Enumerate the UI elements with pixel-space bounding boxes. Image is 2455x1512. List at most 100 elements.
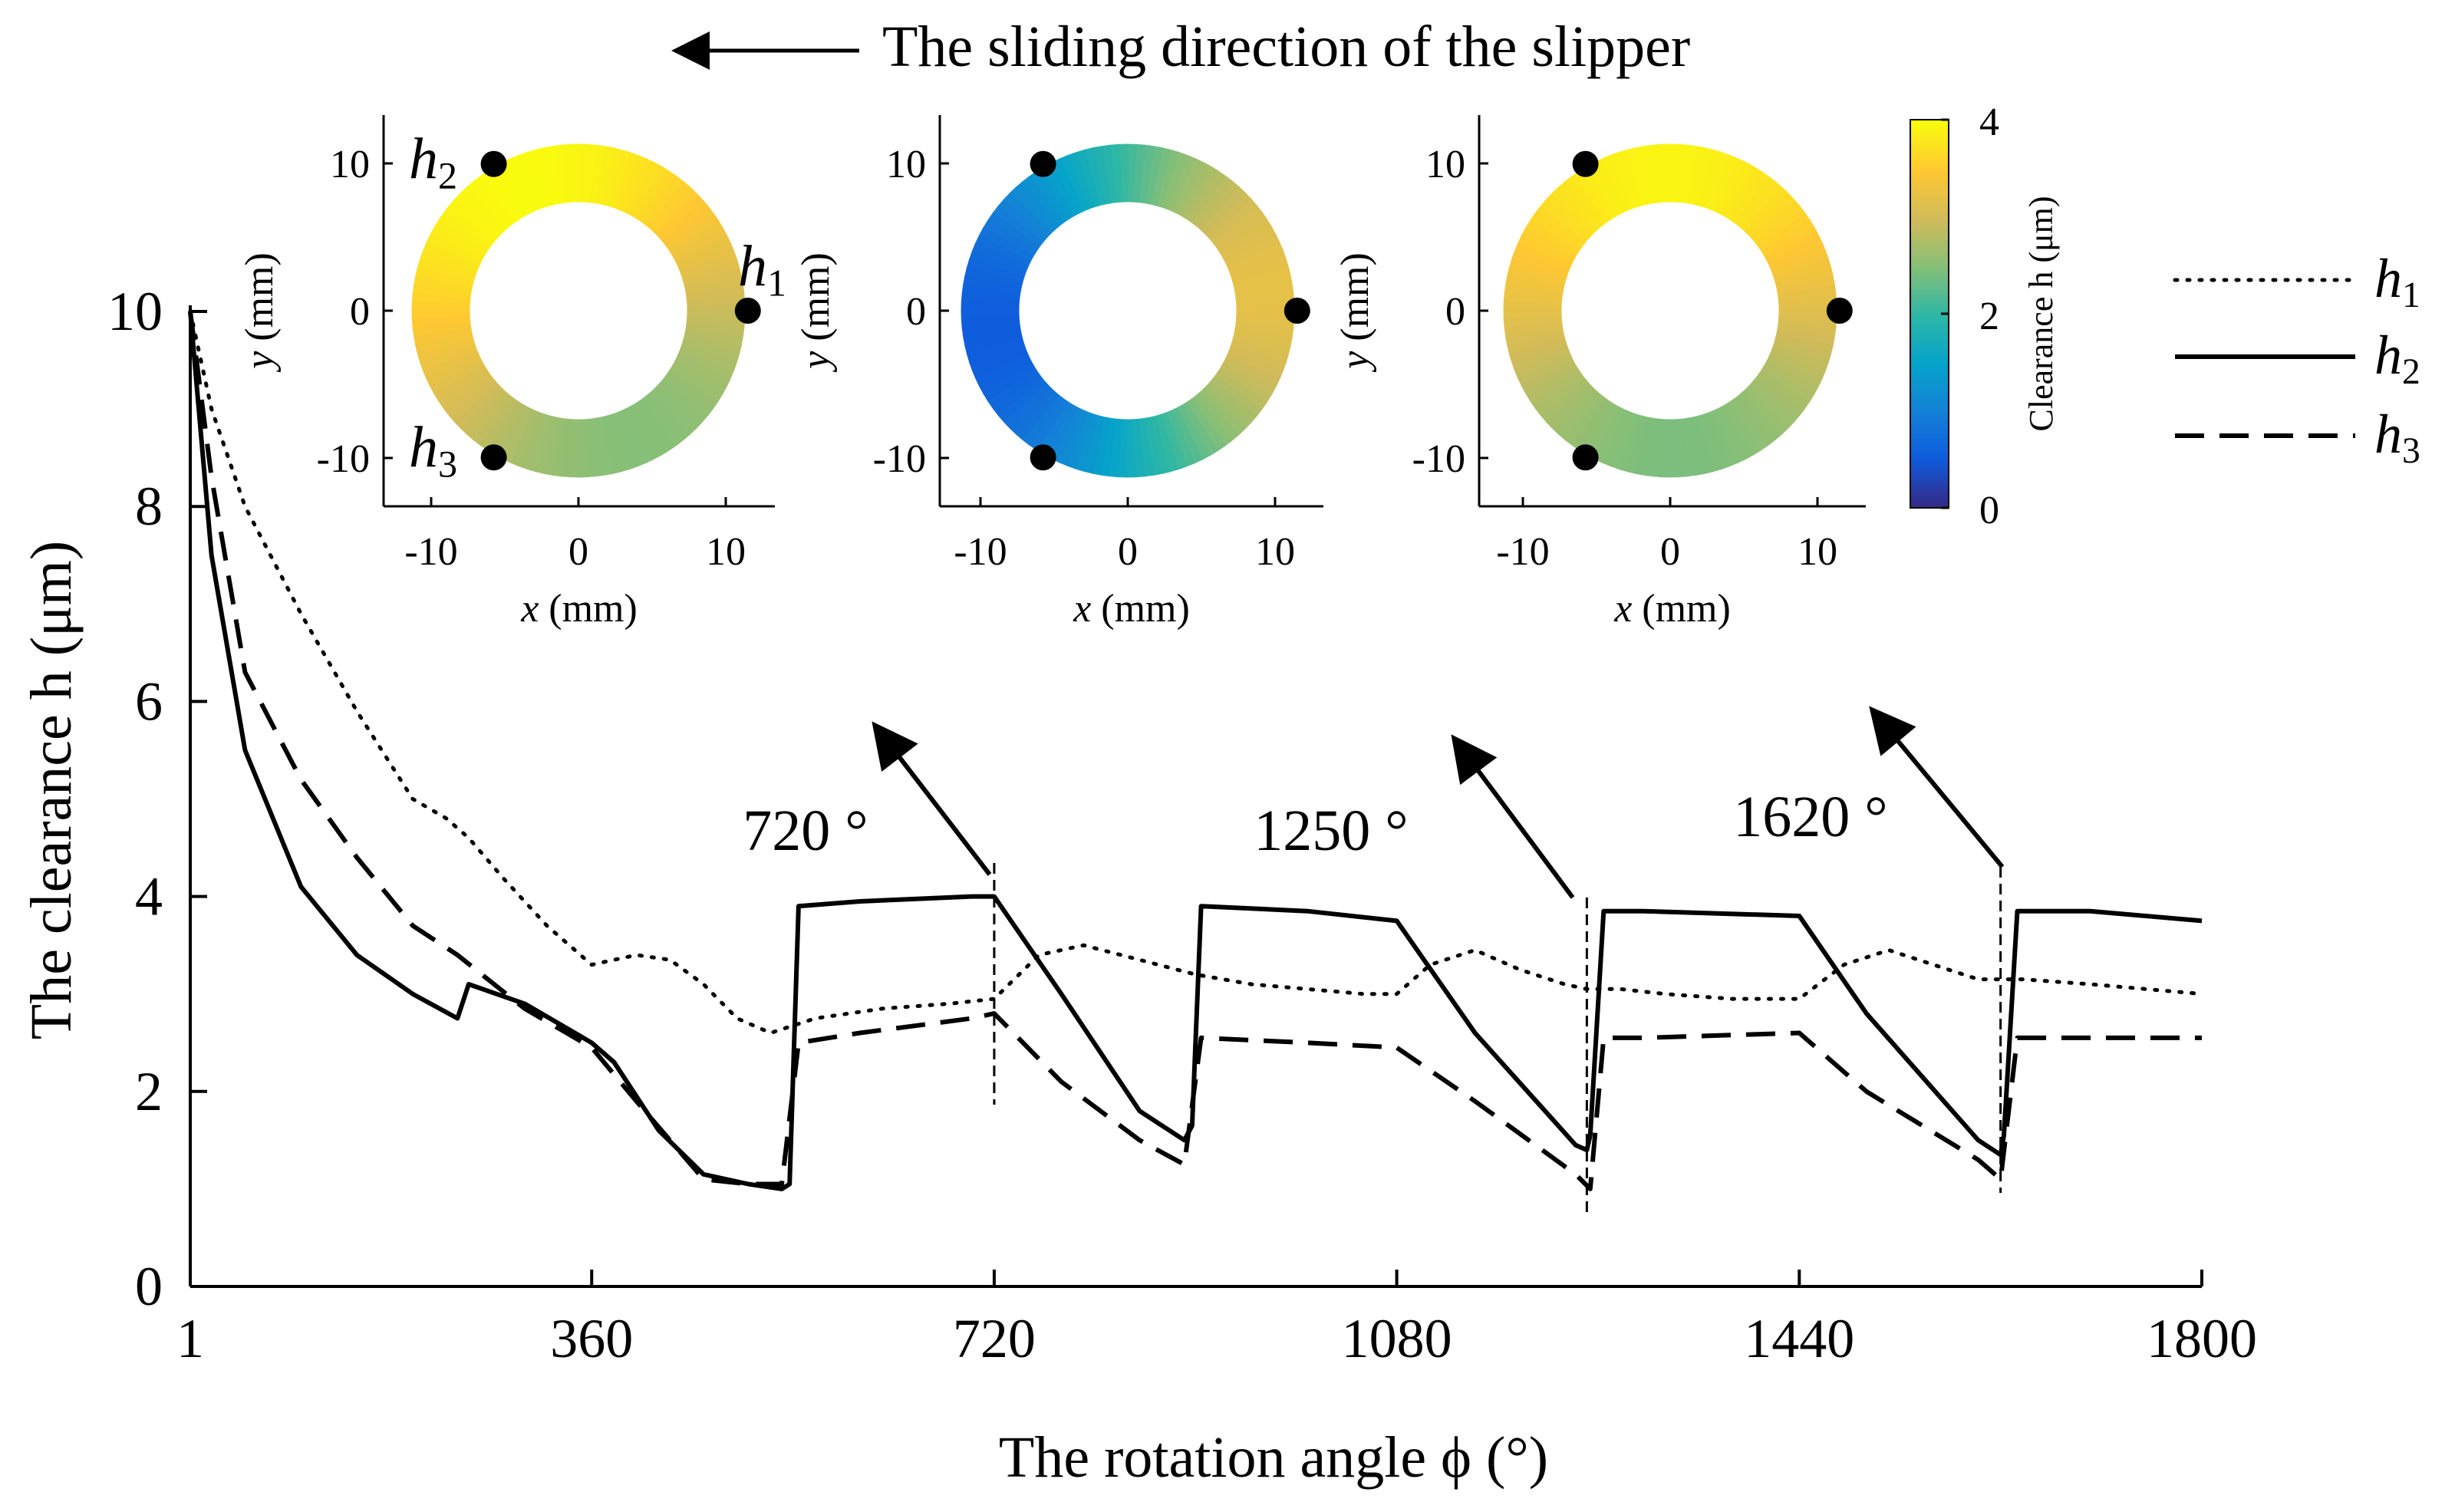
- inset-y-tick-label: -10: [317, 437, 370, 481]
- inset-x-tick-label: 10: [706, 530, 746, 574]
- inset-x-axis-variable: x: [1613, 587, 1632, 631]
- series-h2-line: [188, 311, 2203, 1191]
- colorbar-swatch: [1910, 407, 1949, 412]
- inset-x-tick-label: -10: [954, 530, 1007, 574]
- callout-arrow: [872, 721, 992, 876]
- callout-arrow: [1869, 706, 2005, 868]
- colorbar-swatch: [1910, 384, 1949, 389]
- y-tick-label: 6: [135, 670, 163, 732]
- colorbar-swatch: [1910, 399, 1949, 404]
- callout-arrow: [1451, 734, 1575, 899]
- colorbar: 0 2 4 Clearance h (μm): [1910, 100, 2060, 532]
- inset-x-axis-label: x (mm): [520, 587, 638, 631]
- inset-x-axis-unit: (mm): [1091, 587, 1190, 631]
- colorbar-swatch: [1910, 209, 1949, 214]
- colorbar-swatch: [1910, 446, 1949, 451]
- colorbar-swatch: [1910, 410, 1949, 416]
- colorbar-swatch: [1910, 325, 1949, 331]
- colorbar-swatch: [1910, 484, 1949, 489]
- colorbar-swatch: [1910, 252, 1949, 257]
- colorbar-swatch: [1910, 465, 1949, 470]
- colorbar-swatch: [1910, 239, 1949, 245]
- x-tick-label: 360: [550, 1308, 633, 1369]
- inset-y-tick-label: 10: [1425, 143, 1465, 186]
- inset-x-tick-label: 10: [1255, 530, 1295, 574]
- colorbar-swatch: [1910, 286, 1949, 292]
- colorbar-swatch: [1910, 124, 1949, 129]
- marker-point-h3: [480, 444, 507, 471]
- colorbar-swatch: [1910, 247, 1949, 253]
- inset-y-tick-label: 10: [330, 143, 370, 186]
- inset-x-tick-label: -10: [404, 530, 457, 574]
- colorbar-swatch: [1910, 318, 1949, 323]
- colorbar-swatch: [1910, 162, 1949, 167]
- legend-label-h2: h2: [2374, 324, 2420, 392]
- inset-x-tick-label: 0: [568, 530, 588, 574]
- marker-point-h3: [1572, 444, 1599, 471]
- marker-label-h2-subscript: 2: [438, 154, 457, 197]
- legend-label-h2-subscript: 2: [2402, 352, 2420, 392]
- x-tick-label: 1080: [1342, 1308, 1452, 1369]
- colorbar-swatch: [1910, 197, 1949, 203]
- marker-point-h3: [1030, 444, 1056, 471]
- inset-x-axis-unit: (mm): [1632, 587, 1731, 631]
- inset-x-axis-label: x (mm): [1613, 587, 1731, 631]
- inset-y-tick-label: 10: [886, 143, 926, 186]
- inset-y-axis-label: y (mm): [794, 252, 838, 373]
- colorbar-tick-label: 0: [1979, 489, 1999, 532]
- main-x-axis-label: The rotation angle ϕ (°): [999, 1425, 1548, 1490]
- colorbar-swatch: [1910, 139, 1949, 144]
- colorbar-swatch: [1910, 135, 1949, 140]
- colorbar-tick-label: 2: [1979, 295, 1999, 338]
- x-tick-label: 720: [953, 1308, 1036, 1369]
- main-axes: 1 360 720 1080 1440 1800 0 2 4 6 8 10: [107, 281, 2257, 1369]
- marker-label-h2-symbol: h: [409, 127, 438, 191]
- colorbar-swatch: [1910, 158, 1949, 163]
- inset-y-tick-label: 0: [1445, 290, 1465, 334]
- marker-label-h1-symbol: h: [738, 234, 767, 298]
- header: The sliding direction of the slipper: [671, 15, 1690, 79]
- colorbar-swatch: [1910, 255, 1949, 261]
- marker-label-h3: h3: [409, 415, 457, 486]
- colorbar-swatch: [1910, 181, 1949, 187]
- inset-y-axis-unit: (mm): [1333, 252, 1377, 351]
- colorbar-swatch: [1910, 275, 1949, 280]
- colorbar-swatch: [1910, 259, 1949, 265]
- colorbar-swatch: [1910, 437, 1949, 443]
- inset-y-tick-label: 0: [350, 290, 370, 334]
- inset-y-axis-label: y (mm): [1333, 252, 1377, 373]
- colorbar-swatch: [1910, 364, 1949, 369]
- angle-annotations: 720 ° 1250 ° 1620 °: [743, 706, 2005, 1212]
- colorbar-swatch: [1910, 488, 1949, 493]
- colorbar-swatch: [1910, 282, 1949, 288]
- colorbar-swatch: [1910, 243, 1949, 249]
- colorbar-swatch: [1910, 337, 1949, 342]
- colorbar-swatch: [1910, 422, 1949, 427]
- angle-label: 1250 °: [1254, 799, 1408, 863]
- colorbar-swatch: [1910, 314, 1949, 319]
- legend-label-h1: h1: [2374, 248, 2420, 315]
- colorbar-swatch: [1910, 333, 1949, 338]
- colorbar-swatch: [1910, 301, 1949, 307]
- colorbar-swatch: [1910, 131, 1949, 137]
- colorbar-label: Clearance h (μm): [2022, 196, 2060, 432]
- colorbar-swatch: [1910, 278, 1949, 284]
- colorbar-swatch: [1910, 201, 1949, 206]
- colorbar-swatch: [1910, 127, 1949, 133]
- inset-x-axis-label: x (mm): [1073, 587, 1190, 631]
- colorbar-swatch: [1910, 356, 1949, 361]
- colorbar-swatch: [1910, 348, 1949, 354]
- inset-x-tick-label: -10: [1496, 530, 1549, 574]
- colorbar-swatch: [1910, 430, 1949, 435]
- colorbar-swatch: [1910, 360, 1949, 365]
- marker-point-h1: [1284, 298, 1310, 324]
- y-tick-label: 2: [135, 1061, 163, 1122]
- colorbar-swatch: [1910, 321, 1949, 327]
- colorbar-swatch: [1910, 371, 1949, 377]
- marker-label-h3-subscript: 3: [438, 443, 457, 486]
- colorbar-swatch: [1910, 267, 1949, 272]
- marker-label-h2: h2: [409, 127, 457, 197]
- colorbar-swatch: [1910, 426, 1949, 431]
- colorbar-swatch: [1910, 473, 1949, 478]
